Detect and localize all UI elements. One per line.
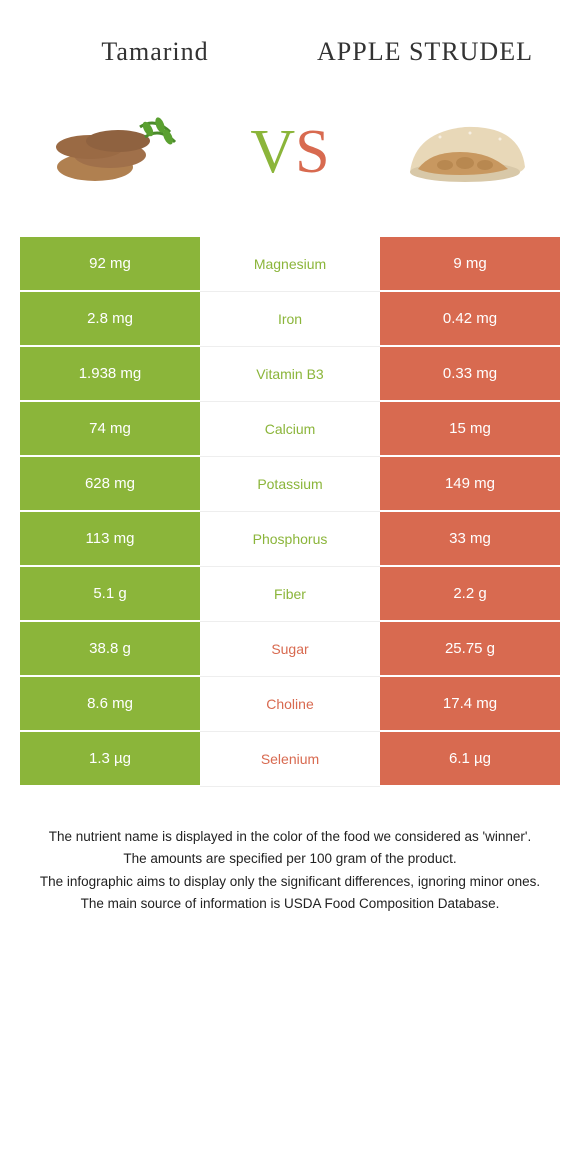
vs-label: VS <box>250 117 329 188</box>
table-row: 38.8 gSugar25.75 g <box>20 622 560 677</box>
table-row: 74 mgCalcium15 mg <box>20 402 560 457</box>
cell-nutrient-name: Potassium <box>200 457 380 512</box>
cell-left-value: 38.8 g <box>20 622 200 677</box>
cell-nutrient-name: Phosphorus <box>200 512 380 567</box>
header: Tamarind Apple strudel <box>0 0 580 87</box>
footer-notes: The nutrient name is displayed in the co… <box>0 787 580 914</box>
cell-right-value: 33 mg <box>380 512 560 567</box>
table-row: 1.938 mgVitamin B30.33 mg <box>20 347 560 402</box>
cell-nutrient-name: Calcium <box>200 402 380 457</box>
cell-nutrient-name: Iron <box>200 292 380 347</box>
cell-left-value: 1.938 mg <box>20 347 200 402</box>
cell-nutrient-name: Vitamin B3 <box>200 347 380 402</box>
cell-left-value: 92 mg <box>20 237 200 292</box>
vs-v: V <box>250 117 295 188</box>
footer-line: The infographic aims to display only the… <box>30 872 550 892</box>
food-title-right: Apple strudel <box>290 36 560 67</box>
cell-left-value: 2.8 mg <box>20 292 200 347</box>
cell-right-value: 15 mg <box>380 402 560 457</box>
cell-right-value: 2.2 g <box>380 567 560 622</box>
cell-left-value: 5.1 g <box>20 567 200 622</box>
food-image-right <box>390 97 540 207</box>
cell-right-value: 17.4 mg <box>380 677 560 732</box>
cell-nutrient-name: Choline <box>200 677 380 732</box>
vs-s: S <box>295 117 329 188</box>
cell-left-value: 628 mg <box>20 457 200 512</box>
food-image-left <box>40 97 190 207</box>
vs-row: VS <box>0 87 580 237</box>
table-row: 113 mgPhosphorus33 mg <box>20 512 560 567</box>
footer-line: The main source of information is USDA F… <box>30 894 550 914</box>
table-row: 628 mgPotassium149 mg <box>20 457 560 512</box>
cell-nutrient-name: Sugar <box>200 622 380 677</box>
cell-left-value: 1.3 µg <box>20 732 200 787</box>
cell-right-value: 0.42 mg <box>380 292 560 347</box>
footer-line: The nutrient name is displayed in the co… <box>30 827 550 847</box>
nutrient-table: 92 mgMagnesium9 mg2.8 mgIron0.42 mg1.938… <box>20 237 560 787</box>
table-row: 8.6 mgCholine17.4 mg <box>20 677 560 732</box>
food-title-left: Tamarind <box>20 37 290 67</box>
table-row: 92 mgMagnesium9 mg <box>20 237 560 292</box>
cell-right-value: 9 mg <box>380 237 560 292</box>
cell-nutrient-name: Magnesium <box>200 237 380 292</box>
footer-line: The amounts are specified per 100 gram o… <box>30 849 550 869</box>
table-row: 5.1 gFiber2.2 g <box>20 567 560 622</box>
cell-nutrient-name: Selenium <box>200 732 380 787</box>
cell-right-value: 6.1 µg <box>380 732 560 787</box>
cell-left-value: 113 mg <box>20 512 200 567</box>
cell-right-value: 149 mg <box>380 457 560 512</box>
cell-left-value: 74 mg <box>20 402 200 457</box>
cell-right-value: 25.75 g <box>380 622 560 677</box>
cell-right-value: 0.33 mg <box>380 347 560 402</box>
table-row: 1.3 µgSelenium6.1 µg <box>20 732 560 787</box>
cell-nutrient-name: Fiber <box>200 567 380 622</box>
cell-left-value: 8.6 mg <box>20 677 200 732</box>
table-row: 2.8 mgIron0.42 mg <box>20 292 560 347</box>
